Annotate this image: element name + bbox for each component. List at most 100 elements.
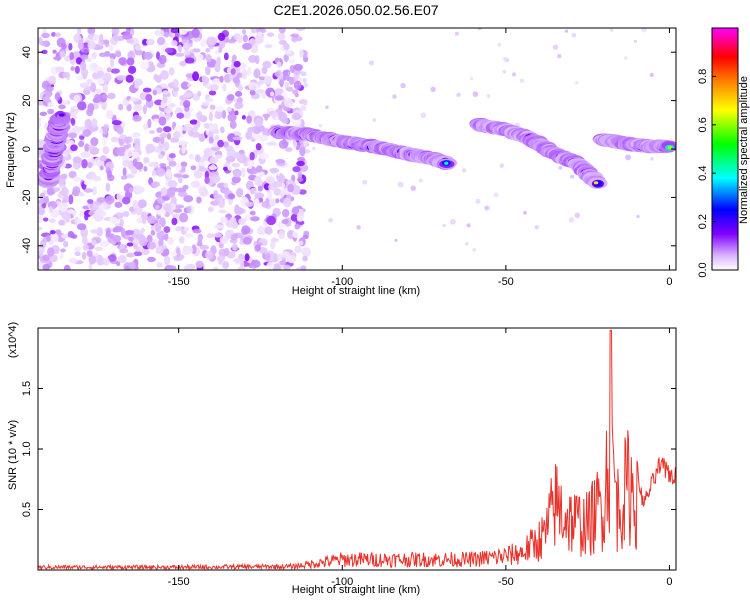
- spectrogram-cell: [209, 84, 219, 92]
- spectrogram-cell: [80, 61, 87, 71]
- spectrogram-cell: [158, 116, 167, 126]
- spectrogram-cell: [183, 227, 190, 232]
- spectrogram-cell: [218, 47, 223, 53]
- spectrogram-cell: [274, 95, 284, 101]
- spectrogram-cell: [102, 126, 108, 135]
- spectrogram-cell: [267, 190, 273, 201]
- spectrogram-cell: [111, 28, 120, 35]
- spectrogram-cell: [238, 84, 244, 92]
- y-tick-label: 0: [21, 146, 33, 152]
- spectrogram-cell: [223, 247, 230, 257]
- spectrogram-cell: [38, 139, 46, 148]
- spectrogram-cell: [92, 34, 101, 41]
- spectrogram-cell: [81, 158, 88, 169]
- spectrogram-cell: [281, 219, 289, 225]
- spectrogram-cell: [264, 226, 273, 235]
- spectrogram-cell: [129, 97, 140, 102]
- snr-ylabel: SNR (10 * v/v): [7, 420, 19, 490]
- spectrogram-cell: [72, 156, 82, 164]
- spectrogram-cell: [111, 119, 122, 126]
- spectrogram-cell: [205, 65, 211, 76]
- spectrogram-cell: [79, 135, 85, 140]
- spectrogram-cell: [126, 28, 131, 35]
- spectrogram-cell: [203, 147, 211, 156]
- spectrogram-cell: [167, 180, 178, 188]
- spectrogram-cell: [78, 140, 85, 148]
- spectrogram-cell: [48, 75, 57, 84]
- spectrogram-cell: [303, 82, 309, 88]
- spectrogram-cell: [102, 72, 112, 83]
- spectrogram-cell: [292, 166, 301, 173]
- spectrogram-cell: [241, 225, 251, 235]
- spectrogram-cell: [160, 187, 168, 197]
- spectrogram-cell: [90, 229, 100, 234]
- spectrogram-cell: [64, 153, 69, 158]
- spectrogram-cell: [172, 213, 180, 218]
- spectrogram-cell: [229, 120, 237, 129]
- spectrogram-cell: [369, 60, 374, 66]
- spectrogram-cell: [299, 147, 306, 157]
- spectrogram-cell: [79, 210, 84, 217]
- spectrogram-cell: [122, 33, 133, 40]
- spectrogram-cell: [198, 186, 208, 197]
- spectrogram-cell: [226, 94, 235, 101]
- spectrogram-cell: [137, 199, 147, 209]
- spectrogram-cell: [296, 160, 305, 167]
- spectrogram-cell: [196, 111, 203, 121]
- spectrogram-cell: [294, 223, 300, 230]
- spectrogram-cell: [318, 123, 323, 128]
- spectrogram-cell: [188, 153, 194, 160]
- spectrogram-cell: [241, 115, 246, 120]
- spectrogram-cell: [106, 227, 111, 238]
- spectrogram-cell: [171, 217, 178, 226]
- spectrogram-cell: [50, 31, 57, 37]
- spectrogram-cell: [449, 218, 456, 225]
- spectrogram-cell: [52, 49, 57, 54]
- spectrogram-cell: [165, 187, 175, 198]
- y-tick-label: 1.5: [21, 381, 33, 396]
- colorbar-label: Normalized spectral amplitude: [738, 76, 750, 224]
- spectrogram-cell: [140, 61, 150, 70]
- spectrogram-cell: [119, 218, 124, 227]
- spectrogram-cell: [197, 162, 208, 167]
- snr-panel: -150 -100 -50 0 0.5 1.0 1.5 Height of straight…: [7, 322, 677, 596]
- spectrogram-cell: [100, 210, 107, 217]
- spectrogram-cell: [162, 202, 172, 212]
- spectrogram-cell: [292, 118, 302, 127]
- spectrogram-cell: [303, 139, 308, 148]
- spectrogram-cell: [523, 210, 527, 215]
- spectrogram-cell: [122, 144, 130, 150]
- spectrogram-cell: [110, 57, 115, 68]
- spectrogram-cell: [109, 217, 119, 225]
- spectrogram-cell: [102, 203, 108, 210]
- spectrogram-cell: [442, 223, 446, 228]
- x-tick-label: -100: [331, 276, 353, 288]
- spectrogram-cell: [38, 250, 44, 257]
- spectrogram-cell: [83, 188, 94, 193]
- spectrogram-cell: [245, 131, 253, 140]
- spectrogram-cell: [159, 162, 167, 168]
- spectrogram-cell: [197, 239, 203, 247]
- spectrogram-cell: [50, 209, 60, 218]
- spectrogram-cell: [232, 28, 237, 31]
- spectrogram-cell: [105, 161, 114, 168]
- spectrogram-cell: [266, 32, 275, 37]
- spectrogram-cell: [182, 184, 189, 190]
- spectrogram-cell: [276, 253, 283, 261]
- spectrogram-cell: [68, 170, 77, 179]
- spectrogram-cell: [133, 104, 143, 112]
- spectrogram-cell: [205, 48, 211, 53]
- spectrogram-cell: [160, 70, 169, 80]
- y-tick-label: 0.5: [21, 502, 33, 517]
- spectrogram-cell: [418, 178, 423, 183]
- spectrogram-cell: [278, 230, 286, 240]
- spectrogram-cell: [302, 234, 309, 240]
- spectrogram-cell: [102, 83, 108, 93]
- spectrogram-cell: [91, 51, 97, 60]
- spectrogram-cell: [118, 57, 127, 66]
- spectrogram-cell: [262, 75, 273, 85]
- spectrogram-cell: [187, 83, 192, 88]
- colorbar: 0.0 0.2 0.4 0.6 0.8 Normalized spectral ampl…: [697, 27, 750, 278]
- spectrogram-cell: [170, 28, 179, 34]
